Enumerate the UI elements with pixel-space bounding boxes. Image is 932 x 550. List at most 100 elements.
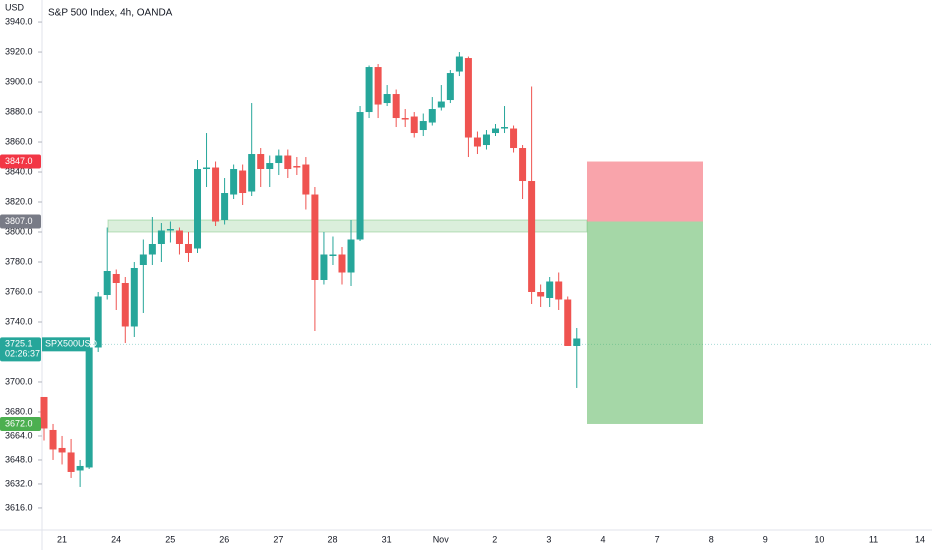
candle-body: [374, 67, 382, 105]
y-tick-label: 3820.0: [5, 196, 33, 206]
candle-body: [410, 116, 418, 134]
candle-body: [356, 112, 364, 240]
symbol-label: SPX500USD: [45, 339, 98, 349]
candle-body: [329, 254, 337, 257]
x-tick-label: 9: [763, 534, 768, 544]
candle-body: [446, 73, 454, 101]
candle-body: [76, 465, 84, 471]
candle-body: [212, 167, 220, 222]
candle-body: [184, 244, 192, 254]
target-label-bg: [0, 416, 41, 431]
target-label: 3672.0: [5, 418, 33, 428]
candle-body: [130, 267, 138, 327]
candle-body: [112, 273, 120, 283]
candle-body: [419, 121, 427, 131]
y-tick-label: 3920.0: [5, 46, 33, 56]
y-tick-label: 3680.0: [5, 406, 33, 416]
candle-body: [311, 194, 319, 280]
target-zone: [587, 221, 703, 424]
y-tick-label: 3780.0: [5, 256, 33, 266]
last-price-label: 3725.1: [5, 339, 33, 349]
candle-body: [365, 67, 373, 113]
candle-body: [510, 128, 518, 149]
x-tick-label: 2: [492, 534, 497, 544]
y-tick-label: 3616.0: [5, 502, 33, 512]
candle-body: [347, 239, 355, 273]
chart-title: S&P 500 Index, 4h, OANDA: [48, 8, 173, 19]
y-tick-label: 3800.0: [5, 226, 33, 236]
y-tick-label: 3740.0: [5, 316, 33, 326]
y-tick-label: 3664.0: [5, 430, 33, 440]
candle-body: [203, 167, 211, 170]
candle-body: [573, 338, 581, 346]
candle-body: [501, 127, 509, 129]
x-tick-label: 26: [219, 534, 229, 544]
y-tick-label: 3632.0: [5, 478, 33, 488]
candle-body: [175, 230, 183, 245]
candle-body: [194, 169, 202, 249]
candle-body: [302, 164, 310, 195]
candle-body: [49, 429, 57, 450]
candle-body: [492, 128, 499, 134]
candle-body: [383, 94, 391, 104]
candle-body: [546, 281, 554, 298]
x-tick-label: 25: [165, 534, 175, 544]
candle-body: [284, 155, 292, 170]
candle-body: [121, 282, 129, 327]
candle-body: [85, 347, 93, 468]
x-tick-label: 4: [600, 534, 605, 544]
y-tick-label: 3880.0: [5, 106, 33, 116]
y-tick-label: 3760.0: [5, 286, 33, 296]
candle-body: [537, 291, 545, 297]
x-tick-label: 24: [111, 534, 121, 544]
y-tick-label: 3900.0: [5, 76, 33, 86]
candle-body: [266, 163, 274, 170]
candle-body: [464, 58, 472, 138]
candle-body: [338, 254, 346, 273]
candle-body: [257, 154, 265, 170]
y-tick-label: 3840.0: [5, 166, 33, 176]
symbol-bg: [42, 337, 90, 352]
candle-body: [139, 254, 147, 265]
currency: USD: [5, 2, 25, 12]
x-tick-label: 28: [327, 534, 337, 544]
y-tick-label: 3648.0: [5, 454, 33, 464]
stop-zone: [587, 161, 703, 222]
y-tick-label: 3700.0: [5, 376, 33, 386]
x-tick-label: 10: [814, 534, 824, 544]
candle-body: [94, 296, 102, 348]
candle-body: [221, 193, 229, 221]
candle-body: [148, 244, 156, 255]
candle-body: [555, 281, 563, 300]
x-tick-label: 31: [382, 534, 392, 544]
candle-body: [482, 134, 490, 146]
candle-body: [103, 270, 111, 295]
candle-body: [401, 118, 409, 120]
x-tick-label: 11: [869, 534, 878, 544]
candle-body: [166, 229, 174, 231]
candle-body: [67, 452, 75, 472]
candle-body: [293, 166, 301, 168]
x-tick-label: Nov: [433, 534, 450, 544]
x-tick-label: 14: [915, 534, 925, 544]
stop-label-bg: [0, 154, 41, 169]
candle-body: [455, 56, 463, 72]
x-tick-label: 3: [546, 534, 551, 544]
candle-body: [473, 137, 481, 147]
candle-body: [58, 447, 66, 453]
last-price-bg: [0, 337, 41, 362]
x-tick-label: 7: [655, 534, 660, 544]
candle-body: [392, 94, 400, 119]
x-tick-label: 27: [273, 534, 283, 544]
candle-body: [239, 170, 247, 194]
candle-body: [40, 396, 48, 429]
candle-body: [157, 230, 165, 245]
candle-body: [528, 181, 536, 292]
x-tick-label: 8: [709, 534, 714, 544]
candle-body: [320, 254, 328, 280]
candle-body: [564, 299, 572, 346]
entry-label: 3807.0: [5, 216, 33, 226]
y-tick-label: 3860.0: [5, 136, 33, 146]
candle-body: [428, 109, 436, 123]
